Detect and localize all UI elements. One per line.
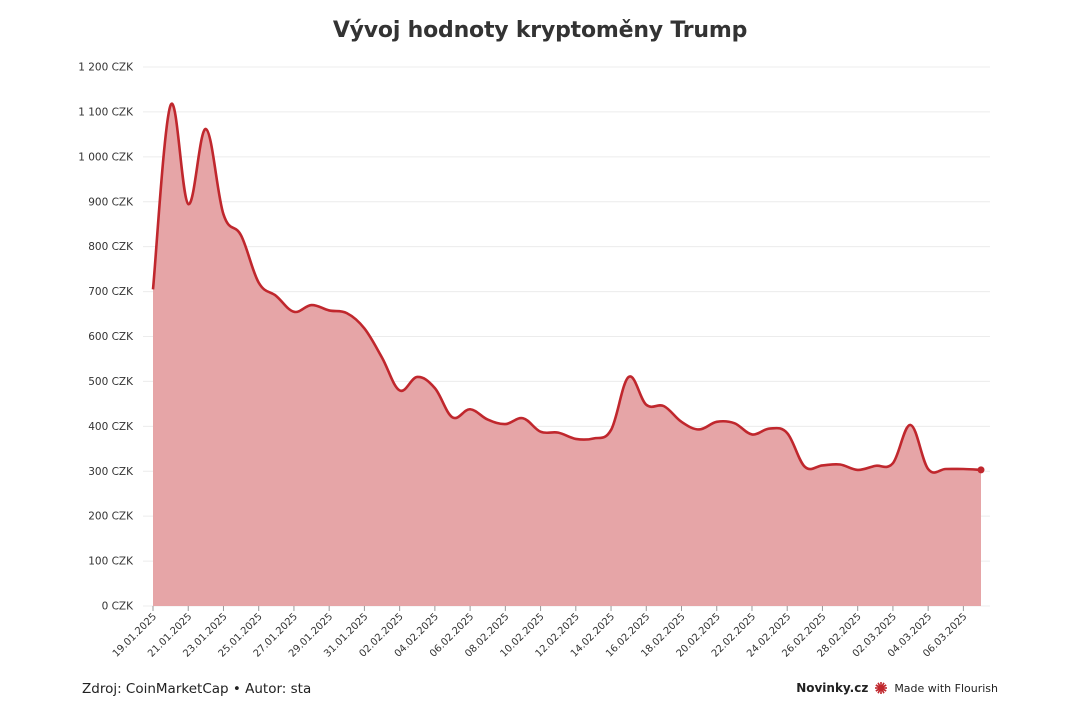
y-tick-label: 300 CZK: [88, 466, 134, 478]
y-tick-label: 400 CZK: [88, 421, 134, 433]
y-tick-label: 0 CZK: [102, 601, 135, 613]
y-tick-label: 700 CZK: [88, 286, 134, 298]
y-tick-label: 1 000 CZK: [78, 151, 134, 163]
y-tick-label: 900 CZK: [88, 196, 134, 208]
y-tick-label: 500 CZK: [88, 376, 134, 388]
source-note: Zdroj: CoinMarketCap • Autor: sta: [82, 681, 312, 697]
flourish-credit[interactable]: Made with Flourish: [894, 681, 998, 695]
flourish-star-icon: [875, 682, 888, 694]
price-line: [151, 102, 982, 474]
last-point-marker: [977, 466, 985, 474]
y-tick-label: 1 200 CZK: [78, 62, 134, 74]
y-tick-label: 100 CZK: [88, 556, 134, 568]
y-tick-label: 1 100 CZK: [78, 106, 134, 118]
y-tick-label: 200 CZK: [88, 511, 134, 523]
brand-area: Novinky.cz Made with Flourish: [796, 681, 998, 695]
y-tick-label: 600 CZK: [88, 331, 134, 343]
chart-title: Vývoj hodnoty kryptoměny Trump: [332, 18, 748, 43]
y-axis: 0 CZK 100 CZK 200 CZK 300 CZK 400 CZK 500 CZK…: [78, 62, 134, 613]
x-axis: 19.01.202521.01.202523.01.202525.01.2025…: [111, 606, 970, 660]
brand-logo[interactable]: Novinky.cz: [796, 681, 869, 695]
price-area: [153, 103, 981, 606]
y-tick-label: 800 CZK: [88, 241, 134, 253]
